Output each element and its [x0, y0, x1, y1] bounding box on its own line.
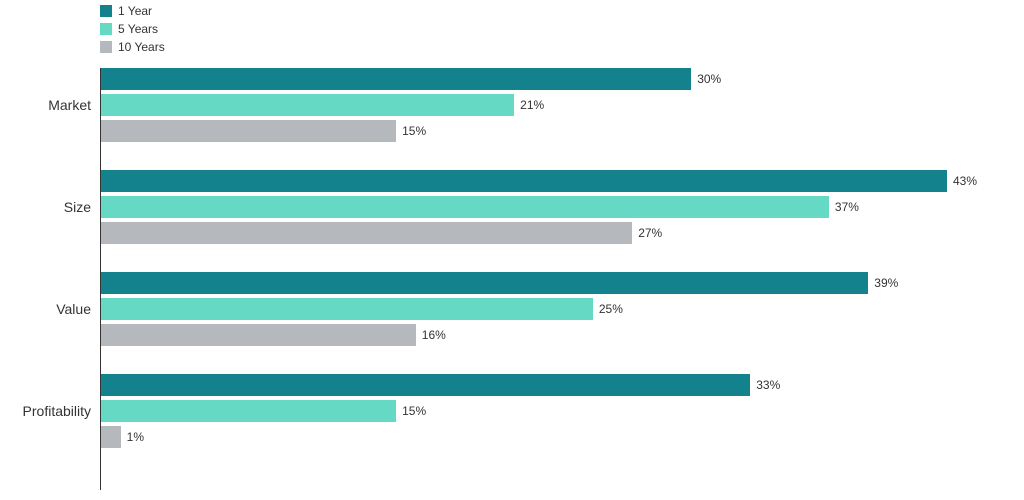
bar-row: 25%: [101, 298, 1006, 320]
bar: [101, 170, 947, 192]
bar-value-label: 37%: [835, 200, 859, 214]
category-group: Value39%25%16%: [101, 272, 1006, 346]
bar-value-label: 30%: [697, 72, 721, 86]
bar: [101, 272, 868, 294]
bar-value-label: 43%: [953, 174, 977, 188]
category-label: Size: [64, 199, 91, 215]
category-group: Market30%21%15%: [101, 68, 1006, 142]
bar: [101, 120, 396, 142]
bar-row: 16%: [101, 324, 1006, 346]
legend-item: 10 Years: [100, 40, 165, 54]
legend: 1 Year 5 Years 10 Years: [100, 4, 165, 54]
bar-value-label: 21%: [520, 98, 544, 112]
legend-item: 5 Years: [100, 22, 165, 36]
bar-value-label: 16%: [422, 328, 446, 342]
bar-row: 21%: [101, 94, 1006, 116]
legend-label: 5 Years: [118, 22, 158, 36]
bar: [101, 374, 750, 396]
legend-swatch: [100, 41, 112, 53]
bar-value-label: 15%: [402, 404, 426, 418]
legend-label: 1 Year: [118, 4, 152, 18]
category-label: Market: [48, 97, 91, 113]
bar: [101, 196, 829, 218]
bar-row: 27%: [101, 222, 1006, 244]
bar-row: 15%: [101, 400, 1006, 422]
bar: [101, 324, 416, 346]
category-group: Profitability33%15%1%: [101, 374, 1006, 448]
bar-row: 1%: [101, 426, 1006, 448]
category-label: Profitability: [23, 403, 91, 419]
category-group: Size43%37%27%: [101, 170, 1006, 244]
bar-value-label: 1%: [127, 430, 144, 444]
bar-value-label: 33%: [756, 378, 780, 392]
bar-row: 43%: [101, 170, 1006, 192]
bar-value-label: 25%: [599, 302, 623, 316]
grouped-horizontal-bar-chart: 1 Year 5 Years 10 Years Market 30% 21% 15% Siz…: [0, 0, 1024, 500]
legend-swatch: [100, 5, 112, 17]
plot-area: Market30%21%15%Size43%37%27%Value39%25%1…: [100, 68, 1006, 490]
bar: [101, 400, 396, 422]
bar-row: 39%: [101, 272, 1006, 294]
bar-row: 30%: [101, 68, 1006, 90]
bar: [101, 94, 514, 116]
bar-row: 37%: [101, 196, 1006, 218]
bar-value-label: 39%: [874, 276, 898, 290]
bar-row: 15%: [101, 120, 1006, 142]
bar-row: 33%: [101, 374, 1006, 396]
bar: [101, 298, 593, 320]
bar-value-label: 27%: [638, 226, 662, 240]
legend-swatch: [100, 23, 112, 35]
bar: [101, 426, 121, 448]
bar: [101, 68, 691, 90]
legend-item: 1 Year: [100, 4, 165, 18]
bar-value-label: 15%: [402, 124, 426, 138]
bar: [101, 222, 632, 244]
legend-label: 10 Years: [118, 40, 165, 54]
category-label: Value: [56, 301, 91, 317]
